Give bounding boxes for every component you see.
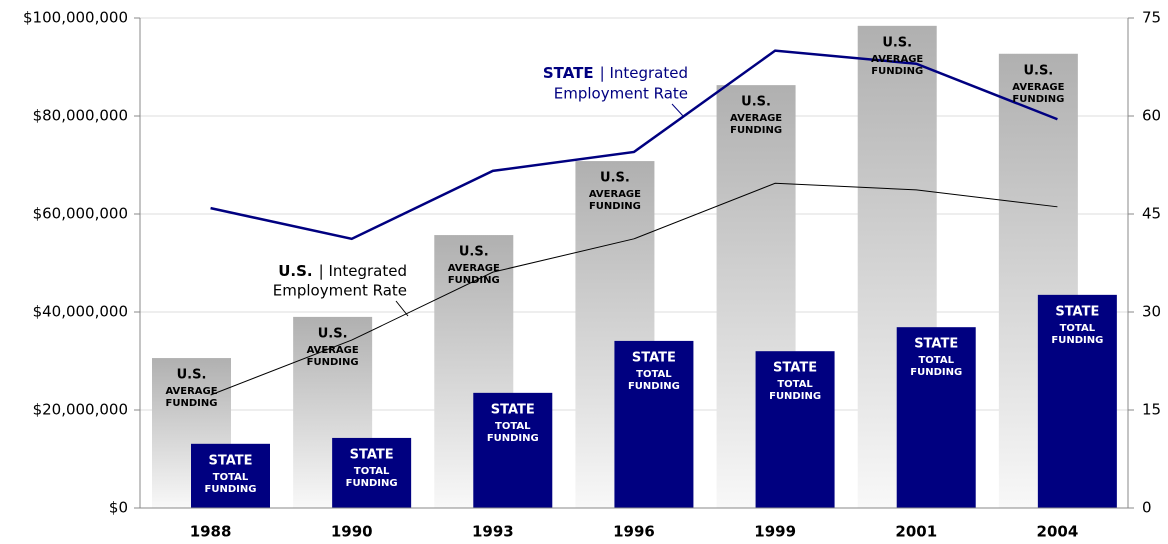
y-tick-label: $80,000,000 [33,107,128,125]
bar-label: TOTAL [918,355,954,366]
bar-label: TOTAL [1060,323,1096,334]
annotation-rest: | Integrated [319,262,407,280]
y-tick-label: $40,000,000 [33,303,128,321]
bar-label: TOTAL [495,421,531,432]
annotation-text: Employment Rate [554,85,688,103]
bar-label: FUNDING [769,391,821,402]
bar-label: FUNDING [871,66,923,77]
y2-tick-label: 15 [1142,401,1161,419]
bar-label: FUNDING [589,201,641,212]
bar-label: U.S. [741,95,771,110]
bar-label: TOTAL [777,379,813,390]
bar [332,437,412,508]
annotation: U.S. | Integrated Employment Rate [273,262,409,317]
x-tick-label: 2004 [1037,523,1079,541]
bar-label: FUNDING [166,398,218,409]
bar-label: TOTAL [636,369,672,380]
x-tick-label: 1999 [754,523,796,541]
bar [896,327,976,508]
bar-label: STATE [208,453,252,468]
bar-label: STATE [632,350,676,365]
y-tick-label: $0 [109,499,128,517]
x-tick-label: 1990 [331,523,373,541]
x-tick-label: 2001 [895,523,937,541]
y2-tick-label: 75 [1142,9,1161,27]
bar-label: U.S. [459,245,489,260]
bar-label: AVERAGE [307,345,359,356]
y-tick-label: $60,000,000 [33,205,128,223]
y2-tick-label: 60 [1142,107,1161,125]
annotation-bold: U.S. [278,262,312,280]
annotation-text: Employment Rate [273,282,407,300]
bar-label: FUNDING [1051,335,1103,346]
line [210,49,1058,241]
bar-label: FUNDING [487,433,539,444]
annotation-bold: STATE [543,64,594,82]
bar-label: STATE [773,361,817,376]
x-tick-label: 1988 [190,523,232,541]
bar-label: AVERAGE [448,263,500,274]
y-tick-label: $100,000,000 [23,9,128,27]
leader-line [395,300,409,317]
bar-label: U.S. [600,171,630,186]
annotation-rest: | Integrated [600,64,688,82]
bar-label: AVERAGE [730,113,782,124]
bar [473,392,553,508]
y-tick-label: $20,000,000 [33,401,128,419]
bar-label: STATE [350,447,394,462]
bar [191,443,270,508]
bar-label: STATE [491,402,535,417]
bar-label: TOTAL [213,472,249,483]
annotation: STATE | Integrated Employment Rate [543,64,688,118]
leader-line [671,103,685,118]
bar-label: AVERAGE [871,54,923,65]
bar-label: FUNDING [910,367,962,378]
bar [1037,294,1117,508]
bar-label: FUNDING [307,357,359,368]
bar-label: U.S. [1023,63,1053,78]
line [210,182,1058,396]
annotation-text: STATE | Integrated [543,64,688,82]
bar-label: FUNDING [448,275,500,286]
bar-label: TOTAL [354,466,390,477]
bar-label: AVERAGE [1012,82,1064,93]
y2-tick-label: 30 [1142,303,1161,321]
annotation-text: U.S. | Integrated [278,262,407,280]
bar-label: U.S. [177,368,207,383]
bar-label: FUNDING [346,478,398,489]
x-tick-label: 1996 [613,523,655,541]
bar-label: FUNDING [730,125,782,136]
y2-tick-label: 0 [1142,499,1152,517]
bar-label: U.S. [882,35,912,50]
bar-label: STATE [1055,304,1099,319]
x-tick-label: 1993 [472,523,514,541]
y2-tick-label: 45 [1142,205,1161,223]
bar-label: FUNDING [628,381,680,392]
bar-label: U.S. [318,326,348,341]
bar [614,340,694,508]
bar-label: AVERAGE [165,386,217,397]
bar-label: FUNDING [205,484,257,495]
bar-label: AVERAGE [589,189,641,200]
bar-label: FUNDING [1012,94,1064,105]
bar-label: STATE [914,337,958,352]
bar [755,351,835,508]
